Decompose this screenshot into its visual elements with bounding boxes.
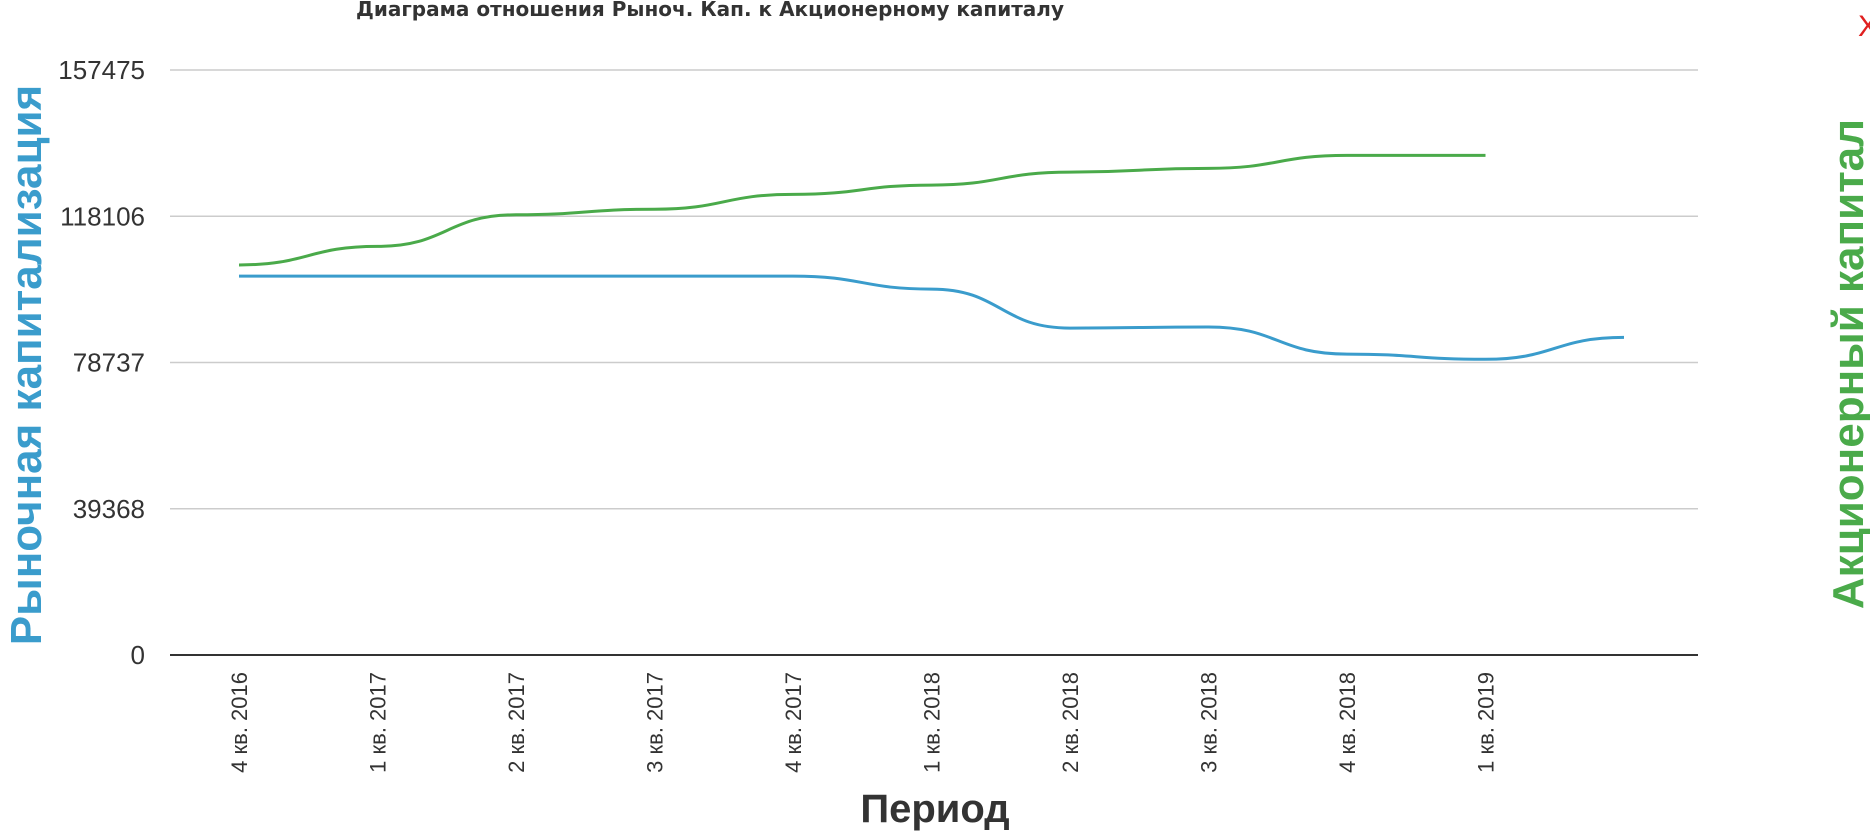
- x-tick-label: 1 кв. 2018: [920, 672, 945, 773]
- x-tick-label: 1 кв. 2017: [366, 672, 391, 773]
- series-line-equity: [238, 153, 1486, 267]
- y-tick-label: 157475: [58, 55, 145, 85]
- series-lines: [238, 153, 1625, 361]
- y-axis-ticks: 0 39368 78737 118106 157475: [58, 55, 145, 670]
- x-axis-title: Период: [860, 787, 1009, 831]
- y-tick-label: 78737: [73, 348, 145, 378]
- x-tick-label: 3 кв. 2018: [1197, 672, 1222, 773]
- chart-title: Диаграма отношения Рыноч. Кап. к Акционе…: [356, 0, 1064, 21]
- y-tick-label: 39368: [73, 494, 145, 524]
- close-icon[interactable]: X: [1858, 10, 1870, 43]
- x-tick-label: 1 кв. 2019: [1474, 672, 1499, 773]
- y-axis-title-right: Акционерный капитал: [1824, 119, 1870, 609]
- x-tick-label: 4 кв. 2016: [227, 672, 252, 773]
- x-axis-ticks: 4 кв. 2016 1 кв. 2017 2 кв. 2017 3 кв. 2017…: [227, 672, 1499, 773]
- x-tick-label: 2 кв. 2018: [1058, 672, 1083, 773]
- y-axis-title-left: Рыночная капитализация: [2, 85, 51, 645]
- y-tick-label: 0: [131, 640, 145, 670]
- series-line-market-cap: [239, 274, 1625, 361]
- x-tick-label: 4 кв. 2018: [1335, 672, 1360, 773]
- grid-lines: [170, 69, 1698, 656]
- x-tick-label: 4 кв. 2017: [781, 672, 806, 773]
- y-tick-label: 118106: [60, 201, 145, 231]
- x-tick-label: 2 кв. 2017: [504, 672, 529, 773]
- x-tick-label: 3 кв. 2017: [643, 672, 668, 773]
